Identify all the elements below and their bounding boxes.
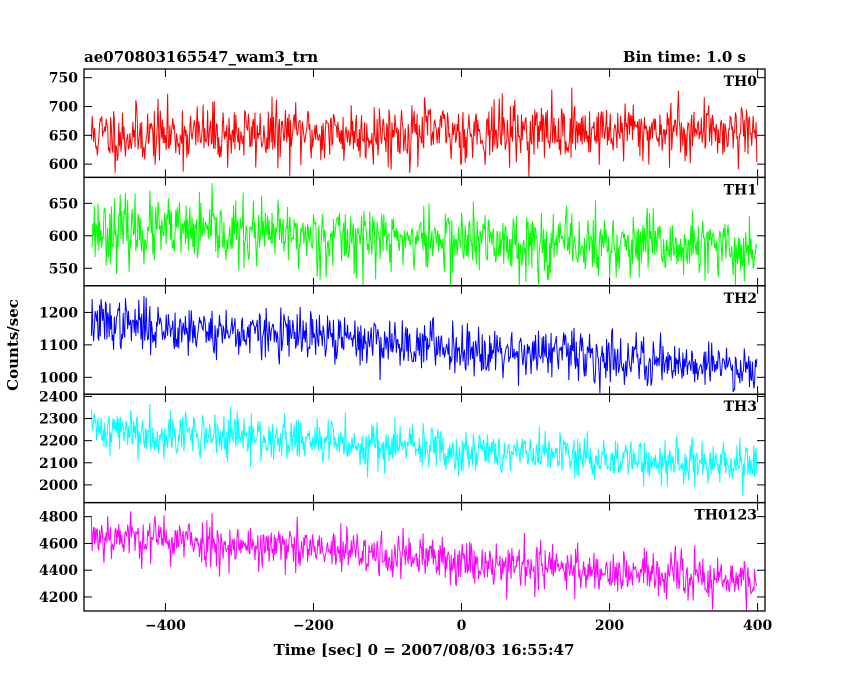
chart-title: ae070803165547_wam3_trn <box>84 48 318 66</box>
y-tick-label: 4400 <box>39 563 78 579</box>
panel-name-th0: TH0 <box>724 74 758 90</box>
y-tick-label: 2000 <box>39 478 78 494</box>
y-tick-label: 4800 <box>39 510 78 526</box>
y-axis-label: Counts/sec <box>4 299 22 391</box>
x-tick-label: 400 <box>743 618 772 634</box>
panel-th2: 1000 1100 1200 TH2 <box>39 285 766 395</box>
bin-time-label: Bin time: 1.0 s <box>623 48 746 66</box>
y-tick-label: 4600 <box>39 536 78 552</box>
panels-group: 600 650 700 750 TH0 550 600 650 TH1 1000 1100 1200 T… <box>39 68 766 612</box>
y-tick-label: 600 <box>49 157 78 173</box>
x-axis: −400 −200 0 200 400 <box>145 618 773 634</box>
y-tick-label: 750 <box>49 71 78 87</box>
panel-th0: 600 650 700 750 TH0 <box>49 68 766 179</box>
panel-name-th1: TH1 <box>724 182 757 198</box>
x-tick-label: −400 <box>145 618 186 634</box>
panel-th0123: 4200 4400 4600 4800 TH0123 <box>39 501 766 612</box>
y-tick-label: 650 <box>49 128 78 144</box>
x-tick-label: 200 <box>595 618 624 634</box>
y-tick-label: 1200 <box>39 305 78 321</box>
y-tick-label: 1100 <box>39 338 78 354</box>
y-tick-label: 700 <box>49 99 78 115</box>
series-line-th2 <box>90 295 758 394</box>
y-tick-label: 4200 <box>39 590 78 606</box>
x-axis-label: Time [sec] 0 = 2007/08/03 16:55:47 <box>274 641 575 659</box>
y-tick-label: 1000 <box>39 370 78 386</box>
panel-name-th3: TH3 <box>724 399 757 415</box>
panel-th3: 2000 2100 2200 2300 2400 TH3 <box>39 389 766 504</box>
panel-th1: 550 600 650 TH1 <box>49 176 766 287</box>
y-tick-label: 2200 <box>39 434 78 450</box>
y-tick-label: 650 <box>49 196 78 212</box>
series-line-th0123 <box>90 511 758 612</box>
y-tick-label: 2100 <box>39 456 78 472</box>
x-tick-label: 0 <box>457 618 467 634</box>
y-tick-label: 2300 <box>39 412 78 428</box>
y-tick-label: 600 <box>49 229 78 245</box>
series-line-th1 <box>91 183 758 286</box>
series-line-th0 <box>90 87 758 177</box>
x-tick-label: −200 <box>293 618 334 634</box>
series-line-th3 <box>90 403 758 497</box>
panel-frame <box>83 501 766 612</box>
y-tick-label: 2400 <box>39 389 78 405</box>
panel-name-th0123: TH0123 <box>694 508 757 524</box>
panel-name-th2: TH2 <box>724 291 757 307</box>
y-tick-label: 550 <box>49 261 78 277</box>
